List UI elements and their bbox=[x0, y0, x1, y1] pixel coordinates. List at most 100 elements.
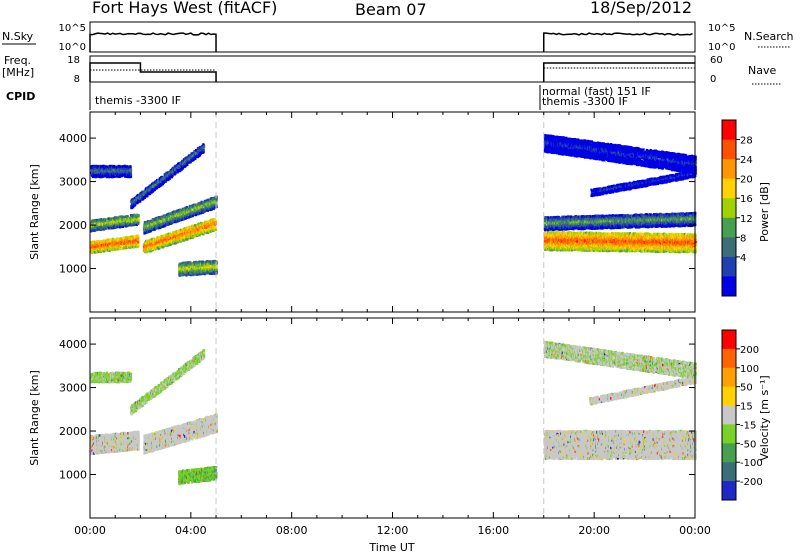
power-cell bbox=[549, 231, 552, 234]
power-cell bbox=[154, 237, 157, 241]
power-cell bbox=[129, 173, 133, 176]
power-cell bbox=[180, 268, 183, 272]
power-cell bbox=[96, 246, 99, 250]
power-cell bbox=[166, 235, 169, 239]
power-cell bbox=[132, 245, 136, 249]
power-cell bbox=[152, 219, 155, 222]
power-cell bbox=[190, 263, 193, 266]
power-cell bbox=[198, 226, 201, 229]
power-cell bbox=[192, 226, 195, 230]
freq-panel: Freq. [MHz] 18 8 60 0 Nave bbox=[2, 54, 782, 85]
power-cell bbox=[212, 218, 215, 221]
power-cell bbox=[160, 220, 163, 223]
power-cell bbox=[109, 242, 112, 245]
power-cell bbox=[146, 194, 149, 198]
power-cell bbox=[135, 223, 138, 226]
power-cell bbox=[96, 228, 99, 231]
power-cell bbox=[202, 143, 205, 147]
power-cell bbox=[179, 262, 183, 266]
power-cell bbox=[109, 175, 112, 178]
power-cell bbox=[160, 225, 163, 228]
power-cell bbox=[205, 202, 208, 205]
power-cell bbox=[137, 238, 140, 242]
power-cell bbox=[189, 160, 192, 164]
power-cell bbox=[156, 238, 159, 242]
power-cell bbox=[170, 238, 173, 242]
power-cell bbox=[108, 242, 111, 245]
power-cell bbox=[186, 271, 189, 275]
power-cell bbox=[194, 226, 197, 230]
power-cell bbox=[195, 213, 198, 217]
power-cell bbox=[121, 218, 125, 221]
power-cell bbox=[104, 227, 107, 230]
power-cell bbox=[568, 241, 571, 245]
power-cell bbox=[213, 223, 216, 227]
power-cell bbox=[566, 248, 569, 252]
power-cell bbox=[186, 261, 189, 264]
power-cell bbox=[182, 273, 185, 277]
power-cell bbox=[114, 170, 117, 173]
power-cell bbox=[149, 227, 152, 231]
power-cell bbox=[97, 222, 100, 226]
power-cell bbox=[158, 236, 161, 239]
power-cell bbox=[174, 230, 177, 234]
power-cell bbox=[193, 203, 196, 207]
nsearch-tick-bottom: 10^0 bbox=[708, 42, 735, 53]
power-cell bbox=[198, 228, 201, 232]
power-cell bbox=[177, 239, 180, 242]
power-cell bbox=[168, 177, 171, 180]
power-cell bbox=[106, 217, 109, 221]
power-cell bbox=[548, 233, 551, 237]
power-cell bbox=[215, 270, 218, 273]
power-cell bbox=[116, 241, 119, 244]
nsky-label: N.Sky bbox=[2, 30, 34, 43]
power-cell bbox=[124, 167, 127, 171]
power-cell bbox=[180, 265, 183, 269]
power-cell bbox=[154, 184, 157, 187]
power-cell bbox=[191, 208, 194, 211]
power-cell bbox=[110, 224, 113, 228]
power-cell bbox=[196, 205, 199, 209]
power-cell bbox=[184, 263, 187, 266]
power-cell bbox=[137, 243, 140, 247]
power-cell bbox=[123, 215, 126, 219]
power-cell bbox=[156, 246, 159, 250]
power-cell bbox=[558, 237, 561, 240]
power-cell bbox=[199, 147, 202, 150]
power-cell bbox=[203, 272, 207, 276]
power-cell bbox=[203, 145, 206, 148]
power-cell bbox=[194, 229, 197, 233]
power-cell bbox=[160, 215, 163, 219]
power-cell bbox=[188, 154, 191, 157]
power-cell bbox=[565, 248, 568, 252]
power-cell bbox=[558, 243, 561, 246]
power-cell bbox=[151, 223, 154, 227]
power-cell bbox=[190, 265, 193, 268]
power-cell bbox=[131, 223, 134, 226]
power-cell bbox=[128, 219, 131, 222]
power-cell bbox=[98, 239, 101, 243]
power-cell bbox=[204, 265, 207, 269]
nsky-trace bbox=[89, 32, 693, 53]
power-cell bbox=[158, 182, 162, 186]
power-cell bbox=[215, 268, 218, 272]
power-cell bbox=[184, 157, 187, 160]
power-cell bbox=[126, 243, 129, 246]
power-cell bbox=[200, 225, 203, 228]
power-cell bbox=[152, 228, 155, 231]
power-cell bbox=[118, 175, 121, 179]
power-cell bbox=[169, 222, 172, 225]
power-cell bbox=[171, 174, 174, 177]
power-cell bbox=[114, 165, 117, 169]
nsky-line bbox=[89, 32, 217, 53]
power-cell bbox=[214, 228, 217, 232]
power-cell bbox=[180, 264, 183, 267]
power-cell bbox=[137, 236, 140, 239]
power-cell bbox=[186, 266, 189, 270]
power-cell bbox=[129, 175, 133, 178]
power-cell bbox=[192, 232, 195, 235]
power-cell bbox=[111, 248, 114, 252]
power-cell bbox=[118, 222, 121, 225]
power-cell bbox=[142, 248, 146, 251]
